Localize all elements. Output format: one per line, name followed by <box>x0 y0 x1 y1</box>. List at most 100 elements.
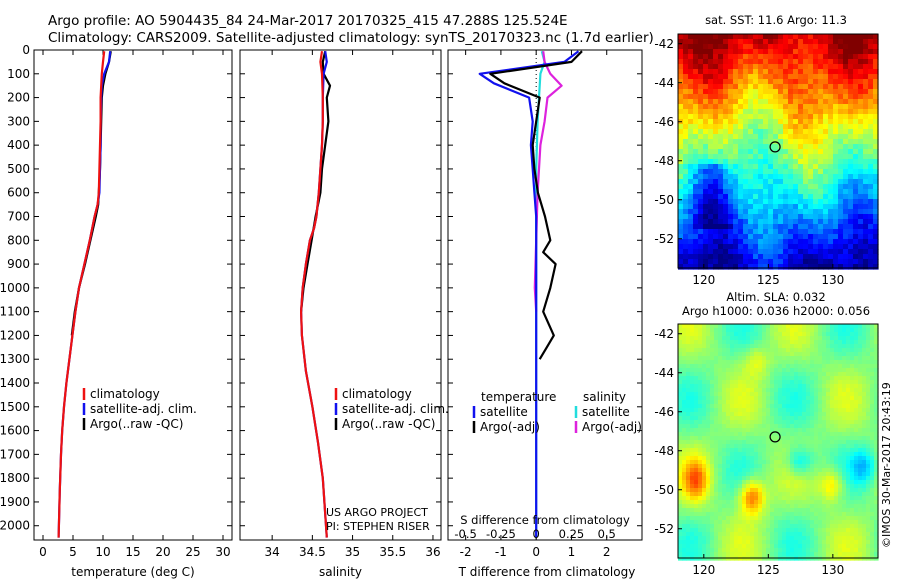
sst-map-cell <box>803 169 809 175</box>
sst-map-cell <box>738 54 744 60</box>
sla-map-cell <box>786 412 791 417</box>
sst-map-cell <box>738 184 744 190</box>
sst-map-cell <box>783 109 789 115</box>
sst-map-cell <box>853 64 859 70</box>
sst-map-cell <box>798 84 804 90</box>
sst-map-cell <box>858 64 864 70</box>
sla-map-cell <box>874 424 879 429</box>
salinity-legend-label: climatology <box>342 387 412 401</box>
sla-map-cell <box>794 408 799 413</box>
sla-map-cell <box>814 492 819 497</box>
sla-map-cell <box>758 400 763 405</box>
depth-tick-label: 300 <box>7 114 30 128</box>
sst-map-cell <box>813 89 819 95</box>
sst-map-cell <box>863 214 869 220</box>
sla-map-cell <box>694 472 699 477</box>
sla-map-cell <box>698 388 703 393</box>
sla-map-cell <box>762 376 767 381</box>
sst-map-cell <box>708 229 714 235</box>
sst-map-cell <box>848 39 854 45</box>
sst-map-cell <box>813 74 819 80</box>
sla-map-cell <box>766 396 771 401</box>
sla-map-cell <box>746 484 751 489</box>
sla-map-cell <box>862 456 867 461</box>
sla-map-cell <box>858 332 863 337</box>
sst-map-cell <box>798 124 804 130</box>
sla-map-cell <box>858 496 863 501</box>
sla-map-cell <box>738 364 743 369</box>
sst-map-cell <box>803 224 809 230</box>
sla-map-cell <box>790 392 795 397</box>
sla-map-cell <box>818 356 823 361</box>
sst-map-cell <box>678 94 684 100</box>
sst-map-cell <box>678 44 684 50</box>
sla-map-cell <box>834 528 839 533</box>
sla-map-cell <box>810 340 815 345</box>
sst-map-cell <box>873 184 879 190</box>
sst-map-cell <box>823 219 829 225</box>
sla-map-cell <box>794 384 799 389</box>
sst-map-cell <box>713 159 719 165</box>
sst-map-cell <box>858 34 864 40</box>
sst-map-cell <box>858 199 864 205</box>
sla-map-cell <box>858 484 863 489</box>
sst-map-cell <box>823 194 829 200</box>
sst-map-cell <box>738 109 744 115</box>
sla-map-cell <box>678 408 683 413</box>
sla-map-cell <box>786 524 791 529</box>
sla-map-cell <box>686 324 691 329</box>
sst-map-cell <box>683 199 689 205</box>
sla-map-cell <box>850 364 855 369</box>
diff-legend-label: Argo(-adj) <box>480 420 540 434</box>
sst-map-cell <box>693 209 699 215</box>
sla-map-cell <box>762 476 767 481</box>
sla-map-cell <box>862 524 867 529</box>
sst-map-cell <box>833 194 839 200</box>
sla-map-cell <box>738 484 743 489</box>
sla-map-cell <box>758 388 763 393</box>
sla-map-cell <box>734 440 739 445</box>
sst-map-cell <box>708 194 714 200</box>
sla-map-cell <box>790 332 795 337</box>
sst-map-cell <box>723 94 729 100</box>
sst-map-cell <box>858 219 864 225</box>
sst-map-cell <box>748 259 754 265</box>
sst-map-cell <box>748 224 754 230</box>
sla-map-cell <box>754 524 759 529</box>
sst-map-cell <box>738 249 744 255</box>
sst-map-cell <box>713 44 719 50</box>
sla-map-cell <box>770 432 775 437</box>
sla-map-cell <box>778 364 783 369</box>
sst-map-cell <box>858 109 864 115</box>
sla-map-cell <box>862 472 867 477</box>
sst-map-cell <box>693 104 699 110</box>
sst-map-cell <box>823 264 829 270</box>
sla-map-cell <box>746 416 751 421</box>
sst-map-cell <box>698 234 704 240</box>
sla-map-cell <box>678 404 683 409</box>
sst-map-cell <box>793 179 799 185</box>
sla-map-cell <box>830 536 835 541</box>
sla-map-cell <box>714 348 719 353</box>
sla-map-cell <box>858 516 863 521</box>
sla-map-cell <box>834 424 839 429</box>
sla-map-cell <box>686 500 691 505</box>
sla-map-cell <box>822 452 827 457</box>
sla-map-cell <box>694 504 699 509</box>
sla-map-cell <box>858 428 863 433</box>
sst-map-cell <box>773 189 779 195</box>
sst-map-cell <box>848 209 854 215</box>
sla-map-cell <box>774 352 779 357</box>
sla-map-cell <box>718 440 723 445</box>
sst-map-cell <box>813 244 819 250</box>
sla-map-cell <box>806 496 811 501</box>
sla-map-cell <box>690 376 695 381</box>
sla-map-cell <box>814 328 819 333</box>
sla-map-cell <box>746 336 751 341</box>
sst-map-cell <box>683 249 689 255</box>
sla-map-cell <box>718 328 723 333</box>
sla-map-cell <box>850 524 855 529</box>
sla-map-cell <box>710 484 715 489</box>
sst-map-cell <box>703 179 709 185</box>
sla-map-cell <box>766 432 771 437</box>
